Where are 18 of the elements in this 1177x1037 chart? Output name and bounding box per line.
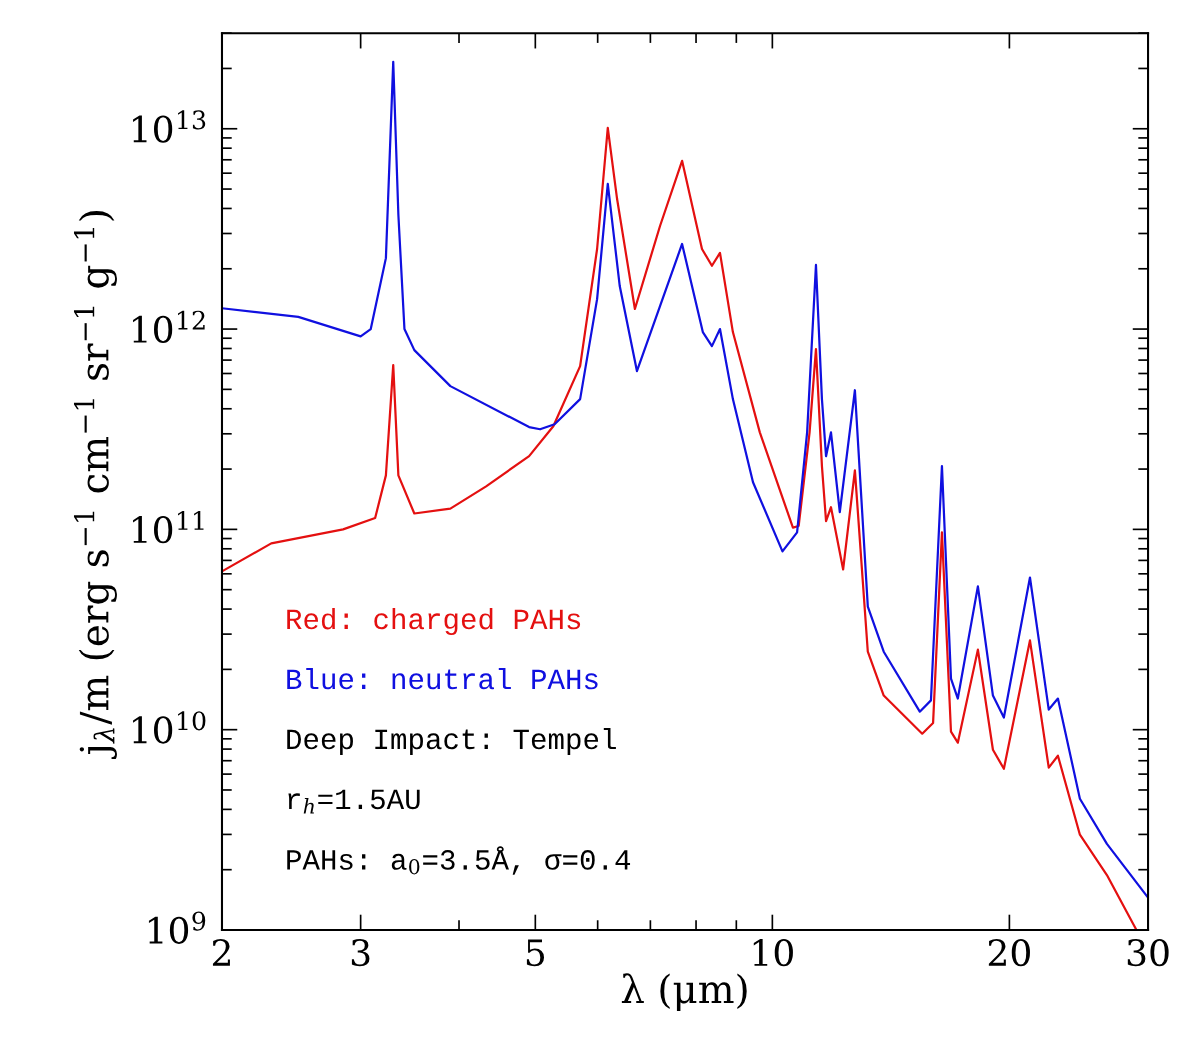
text: Blue: neutral PAHs <box>287 667 598 690</box>
x-tick-label: 10 <box>753 938 793 967</box>
x-tick-label: 2 <box>212 938 230 966</box>
x-tick-label: 5 <box>526 939 545 967</box>
y-tick-label: 10$^{12}$ <box>133 310 205 344</box>
text: j$_{λ}$/m (erg s$^{−1}$ cm$^{−1}$ sr$^{−1}$ g$^{−1}$) <box>73 211 117 760</box>
x-tick-label: 3 <box>351 938 370 967</box>
annotation: r$_{h}$=1.5AU <box>288 789 420 814</box>
annotation: PAHs: a$_{0}$=3.5Å, σ=0.4 <box>287 846 631 875</box>
y-tick-label: 10$^{10}$ <box>133 711 206 744</box>
annotation: Deep Impact: Tempel <box>287 727 616 756</box>
x-axis-title: λ (μm) <box>621 973 747 1012</box>
y-tick-label: 10$^{9}$ <box>148 911 206 944</box>
text: Red: charged PAHs <box>287 607 581 636</box>
x-tick-label: 30 <box>1127 938 1169 967</box>
y-tick-label: 10$^{11}$ <box>133 510 204 544</box>
y-tick-label: 10$^{13}$ <box>133 110 206 143</box>
x-tick-label: 20 <box>988 938 1030 967</box>
